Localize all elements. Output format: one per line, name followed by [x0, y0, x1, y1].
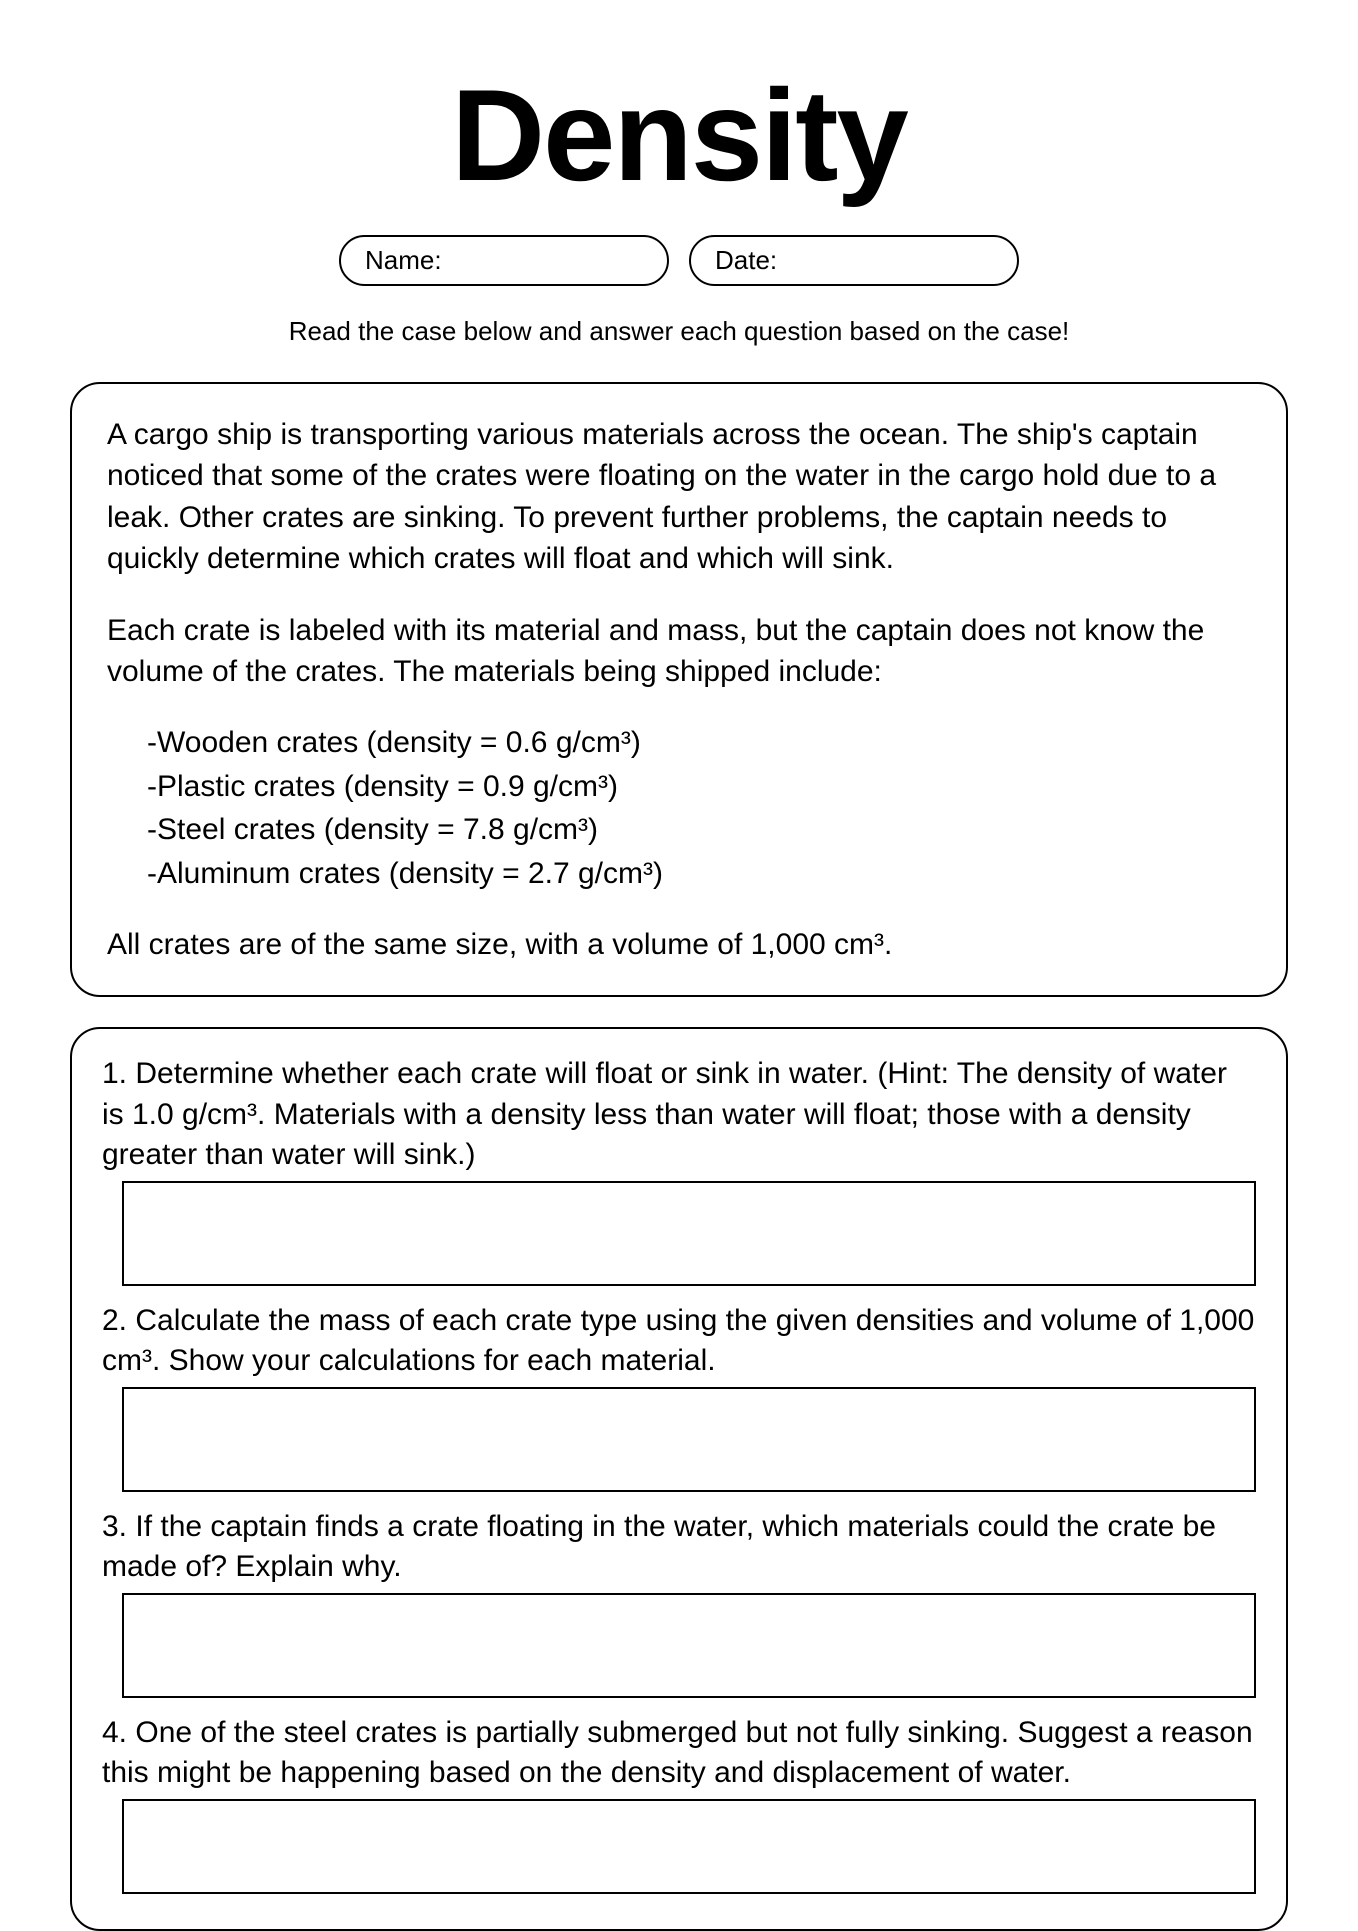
name-field[interactable]: Name:	[339, 235, 669, 286]
material-item: -Plastic crates (density = 0.9 g/cm³)	[147, 766, 1251, 807]
answer-box-4[interactable]	[122, 1799, 1256, 1894]
case-paragraph-3: All crates are of the same size, with a …	[107, 924, 1251, 965]
case-paragraph-1: A cargo ship is transporting various mat…	[107, 414, 1251, 580]
date-field[interactable]: Date:	[689, 235, 1019, 286]
material-item: -Wooden crates (density = 0.6 g/cm³)	[147, 722, 1251, 763]
material-item: -Steel crates (density = 7.8 g/cm³)	[147, 809, 1251, 850]
question-1: 1. Determine whether each crate will flo…	[102, 1054, 1256, 1176]
answer-box-1[interactable]	[122, 1181, 1256, 1286]
answer-box-3[interactable]	[122, 1593, 1256, 1698]
case-paragraph-2: Each crate is labeled with its material …	[107, 610, 1251, 693]
materials-list: -Wooden crates (density = 0.6 g/cm³) -Pl…	[107, 722, 1251, 894]
worksheet-title: Density	[70, 60, 1288, 210]
instructions-text: Read the case below and answer each ques…	[70, 316, 1288, 347]
material-item: -Aluminum crates (density = 2.7 g/cm³)	[147, 853, 1251, 894]
info-row: Name: Date:	[70, 235, 1288, 286]
question-3: 3. If the captain finds a crate floating…	[102, 1507, 1256, 1588]
questions-panel: 1. Determine whether each crate will flo…	[70, 1027, 1288, 1931]
question-4: 4. One of the steel crates is partially …	[102, 1713, 1256, 1794]
case-panel: A cargo ship is transporting various mat…	[70, 382, 1288, 997]
question-2: 2. Calculate the mass of each crate type…	[102, 1301, 1256, 1382]
answer-box-2[interactable]	[122, 1387, 1256, 1492]
